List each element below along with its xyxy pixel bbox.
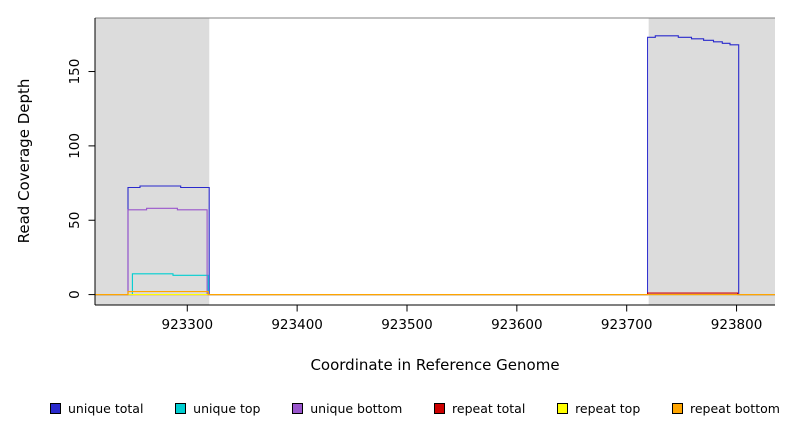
legend-label: repeat top bbox=[575, 400, 641, 416]
x-tick-label: 923500 bbox=[381, 317, 433, 333]
legend-swatch-unique-bottom bbox=[292, 402, 304, 414]
x-tick-label: 923800 bbox=[711, 317, 763, 333]
legend-label: unique top bbox=[193, 400, 261, 416]
legend-item-repeat-bottom: repeat bottom bbox=[672, 401, 780, 416]
x-tick-label: 923300 bbox=[162, 317, 214, 333]
series-line-repeat-bottom bbox=[95, 291, 775, 296]
legend-label: repeat bottom bbox=[690, 400, 780, 416]
legend-swatch-repeat-total bbox=[434, 402, 446, 414]
series-line-unique-total bbox=[95, 35, 775, 296]
y-tick-label: 100 bbox=[67, 133, 83, 159]
legend-label: unique total bbox=[68, 400, 144, 416]
legend-swatch-unique-top bbox=[175, 402, 187, 414]
x-tick-label: 923700 bbox=[601, 317, 653, 333]
shaded-region bbox=[95, 18, 210, 305]
legend-swatch-unique-total bbox=[50, 402, 61, 414]
shaded-region bbox=[648, 18, 775, 305]
x-tick-label: 923400 bbox=[271, 317, 323, 333]
legend-item-unique-top: unique top bbox=[175, 401, 260, 416]
chart-canvas: 923300 923400 923500 923600 923700 923800 0 50 1… bbox=[67, 17, 775, 333]
legend-item-unique-total: unique total bbox=[50, 401, 143, 416]
y-tick-label: 150 bbox=[67, 59, 83, 85]
legend-item-unique-bottom: unique bottom bbox=[292, 401, 402, 416]
legend-item-repeat-total: repeat total bbox=[434, 401, 525, 416]
y-tick-label: 0 bbox=[67, 290, 83, 299]
legend-swatch-repeat-bottom bbox=[672, 402, 683, 414]
legend-label: repeat total bbox=[452, 400, 526, 416]
legend-label: unique bottom bbox=[310, 400, 403, 416]
legend-item-repeat-top: repeat top bbox=[557, 401, 640, 416]
y-tick-label: 50 bbox=[67, 212, 83, 229]
y-axis-title: Read Coverage Depth bbox=[15, 78, 33, 244]
chart-legend: unique total unique top unique bottom repea… bbox=[50, 397, 780, 419]
x-tick-label: 923600 bbox=[491, 317, 543, 333]
x-axis-title: Coordinate in Reference Genome bbox=[310, 356, 560, 374]
series-line-unique-bottom bbox=[95, 207, 775, 296]
legend-swatch-repeat-top bbox=[557, 402, 569, 414]
